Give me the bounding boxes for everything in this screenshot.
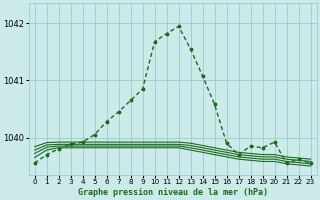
X-axis label: Graphe pression niveau de la mer (hPa): Graphe pression niveau de la mer (hPa) [77, 188, 268, 197]
